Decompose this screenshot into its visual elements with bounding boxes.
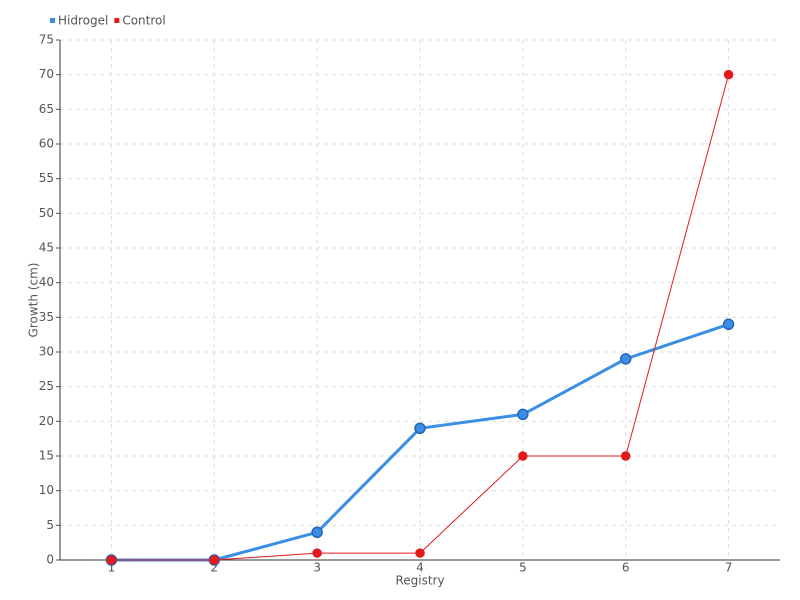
y-tick-label: 0 (46, 553, 54, 567)
y-tick-label: 10 (39, 483, 54, 497)
y-tick-label: 45 (39, 241, 54, 255)
x-tick-label: 3 (313, 561, 321, 575)
x-tick-label: 4 (416, 561, 424, 575)
data-point (415, 548, 425, 558)
x-tick-label: 5 (519, 561, 527, 575)
legend-swatch (50, 18, 55, 23)
data-point (619, 353, 632, 365)
y-tick-label: 65 (39, 102, 54, 116)
x-tick-label: 6 (622, 561, 630, 575)
y-tick-label: 60 (39, 137, 54, 151)
y-tick-label: 30 (39, 345, 54, 359)
data-point (209, 555, 220, 565)
data-point (620, 451, 631, 461)
legend-swatch (114, 18, 120, 23)
data-point (312, 548, 322, 558)
x-tick-label: 7 (725, 561, 733, 575)
data-point (311, 526, 323, 539)
x-tick-label: 1 (108, 561, 116, 575)
data-point (414, 422, 426, 435)
y-tick-label: 50 (39, 206, 54, 220)
data-point (723, 69, 734, 80)
y-tick-label: 40 (39, 275, 54, 289)
legend-label: Hidrogel (58, 14, 108, 28)
data-point (106, 555, 117, 565)
y-tick-label: 75 (39, 33, 54, 47)
data-point (722, 318, 735, 331)
y-tick-label: 5 (46, 518, 54, 532)
y-tick-label: 15 (39, 449, 54, 463)
x-tick-label: 2 (210, 561, 218, 575)
y-tick-label: 55 (39, 171, 54, 185)
y-tick-label: 70 (39, 67, 54, 81)
legend-label: Control (122, 14, 165, 28)
y-axis-title: Growth (cm) (27, 263, 41, 338)
y-tick-label: 20 (39, 414, 54, 428)
y-tick-label: 35 (39, 310, 54, 324)
x-axis-title: Registry (395, 574, 444, 588)
data-point (518, 451, 528, 461)
data-point (517, 408, 529, 421)
y-tick-label: 25 (39, 379, 54, 393)
